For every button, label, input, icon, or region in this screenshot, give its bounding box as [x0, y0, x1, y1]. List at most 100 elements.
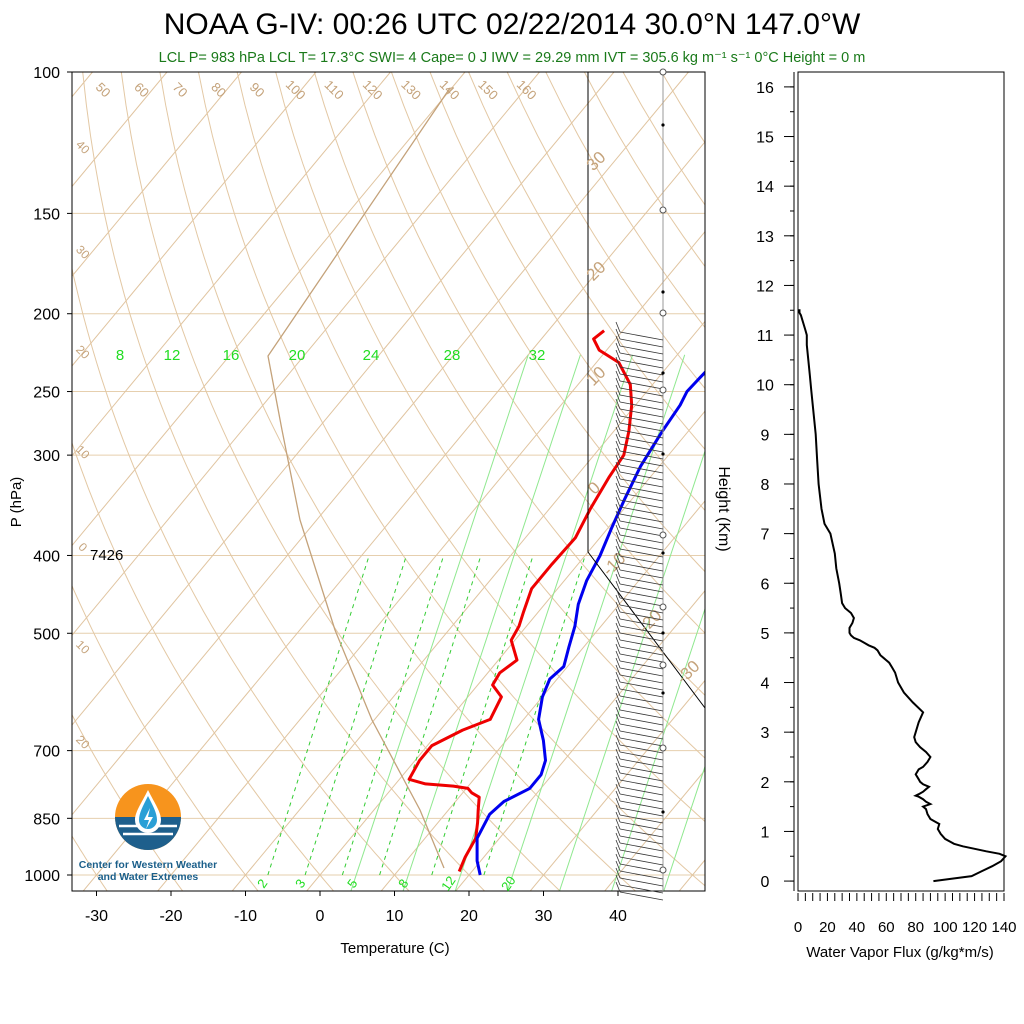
- flux-y-tick-label: 2: [761, 775, 770, 792]
- wind-dot: [661, 551, 665, 555]
- dry-adiabat-label: 120: [360, 77, 386, 103]
- x-tick-label: 30: [535, 908, 553, 925]
- dry-adiabat-label: 70: [170, 79, 191, 100]
- wind-barb-flag: [615, 349, 621, 361]
- wind-barb-flag: [615, 846, 621, 858]
- wind-barb: [619, 709, 664, 719]
- wind-barb-flag: [615, 692, 621, 704]
- wind-barb-flag: [615, 643, 621, 655]
- flux-y-tick-label: 16: [756, 80, 774, 97]
- wind-barb: [619, 723, 664, 733]
- wind-barb-flag: [615, 538, 621, 550]
- wind-barb: [619, 737, 664, 747]
- flux-y-tick-label: 10: [756, 378, 774, 395]
- flux-y-tick-label: 8: [761, 477, 770, 494]
- wind-barb-flag: [615, 377, 621, 389]
- y-tick-label: 150: [33, 206, 60, 223]
- wind-barb-flag: [615, 657, 621, 669]
- dry-adiabat-label: 80: [208, 79, 229, 100]
- flux-y-tick-label: 12: [756, 278, 774, 295]
- wind-barb: [619, 471, 664, 481]
- wind-barb-flag: [615, 615, 621, 627]
- water-drop-sun-icon: [115, 784, 181, 850]
- wind-barb: [619, 674, 664, 684]
- flux-x-tick-label: 100: [933, 919, 958, 936]
- wind-barb: [619, 842, 664, 852]
- wind-barb: [619, 695, 664, 705]
- wind-barb-flag: [615, 468, 621, 480]
- calm-wind-marker: [659, 386, 667, 394]
- wind-barb: [619, 856, 664, 866]
- dry-adiabat-line: [390, 72, 705, 573]
- wind-barb: [619, 485, 664, 495]
- wind-barb: [619, 366, 664, 376]
- wind-barb: [619, 618, 664, 628]
- wind-barb-flag: [615, 524, 621, 536]
- dry-adiabat-line: [622, 72, 705, 206]
- flux-y-tick-label: 3: [761, 725, 770, 742]
- wind-barb: [619, 765, 664, 775]
- wind-barb: [619, 464, 664, 474]
- skewt-background-lines: [72, 72, 705, 891]
- wind-barb-flag: [615, 342, 621, 354]
- wind-barb-flag: [615, 755, 621, 767]
- mixing-ratio-line: [611, 607, 705, 891]
- wind-barb-flag: [615, 650, 621, 662]
- wind-barb: [619, 520, 664, 530]
- wind-barb: [619, 632, 664, 642]
- flux-y-axis-label: Height (Km): [715, 466, 732, 551]
- isotherm-line: [72, 72, 466, 547]
- moist-adiabat-line: [379, 555, 482, 876]
- wind-barb-flag: [615, 804, 621, 816]
- wind-barb: [619, 576, 664, 586]
- mixing-ratio-label: 28: [444, 347, 461, 364]
- flux-x-tick-label: 60: [878, 919, 895, 936]
- dry-adiabat-side-label: 10: [73, 637, 93, 657]
- wind-barb-flag: [615, 881, 621, 893]
- wind-barb: [619, 338, 664, 348]
- flux-x-tick-label: 40: [849, 919, 866, 936]
- wind-barb: [619, 688, 664, 698]
- skewt-frame: [71, 71, 706, 892]
- isotherm-label: -30: [673, 657, 704, 688]
- wind-barb: [619, 562, 664, 572]
- wind-barb: [619, 807, 664, 817]
- wind-barb-flag: [615, 517, 621, 529]
- calm-wind-marker: [659, 744, 667, 752]
- isotherm-line: [72, 72, 242, 277]
- flux-y-tick-label: 4: [761, 676, 770, 693]
- wind-barb-flag: [615, 321, 621, 333]
- wind-barb-flag: [615, 398, 621, 410]
- flux-y-tick-label: 11: [757, 328, 774, 345]
- wind-barb-flag: [615, 545, 621, 557]
- calm-wind-marker: [659, 68, 667, 76]
- wind-barb: [619, 653, 664, 663]
- moist-adiabat-line: [483, 555, 586, 876]
- wind-barb-flag: [615, 391, 621, 403]
- mixing-ratio-label: 24: [363, 347, 380, 364]
- flux-y-tick-label: 6: [761, 576, 770, 593]
- mixing-ratio-label: 32: [529, 347, 546, 364]
- dry-adiabat-label: 130: [398, 77, 424, 103]
- dry-adiabat-line: [545, 72, 705, 329]
- wind-barb: [619, 751, 664, 761]
- mixing-ratio-line: [402, 354, 581, 891]
- calm-wind-marker: [659, 531, 667, 539]
- flux-x-axis-label: Water Vapor Flux (g/kg*m/s): [806, 944, 994, 961]
- wind-barb: [619, 534, 664, 544]
- wind-barb: [619, 716, 664, 726]
- isotherm-line: [604, 769, 705, 891]
- wind-barb: [619, 667, 664, 677]
- wind-barb-flag: [615, 328, 621, 340]
- isotherm-line: [72, 72, 168, 188]
- isotherm-line: [72, 72, 317, 367]
- wind-barb-flag: [615, 496, 621, 508]
- moist-adiabat-line: [341, 555, 445, 876]
- x-tick-label: 10: [386, 908, 404, 925]
- dry-adiabat-side-label: 40: [73, 137, 93, 157]
- y-tick-label: 200: [33, 307, 60, 324]
- wind-barb-flag: [615, 440, 621, 452]
- isotherm-label: 10: [583, 363, 610, 390]
- wind-dot: [661, 123, 665, 127]
- x-tick-label: 0: [316, 908, 325, 925]
